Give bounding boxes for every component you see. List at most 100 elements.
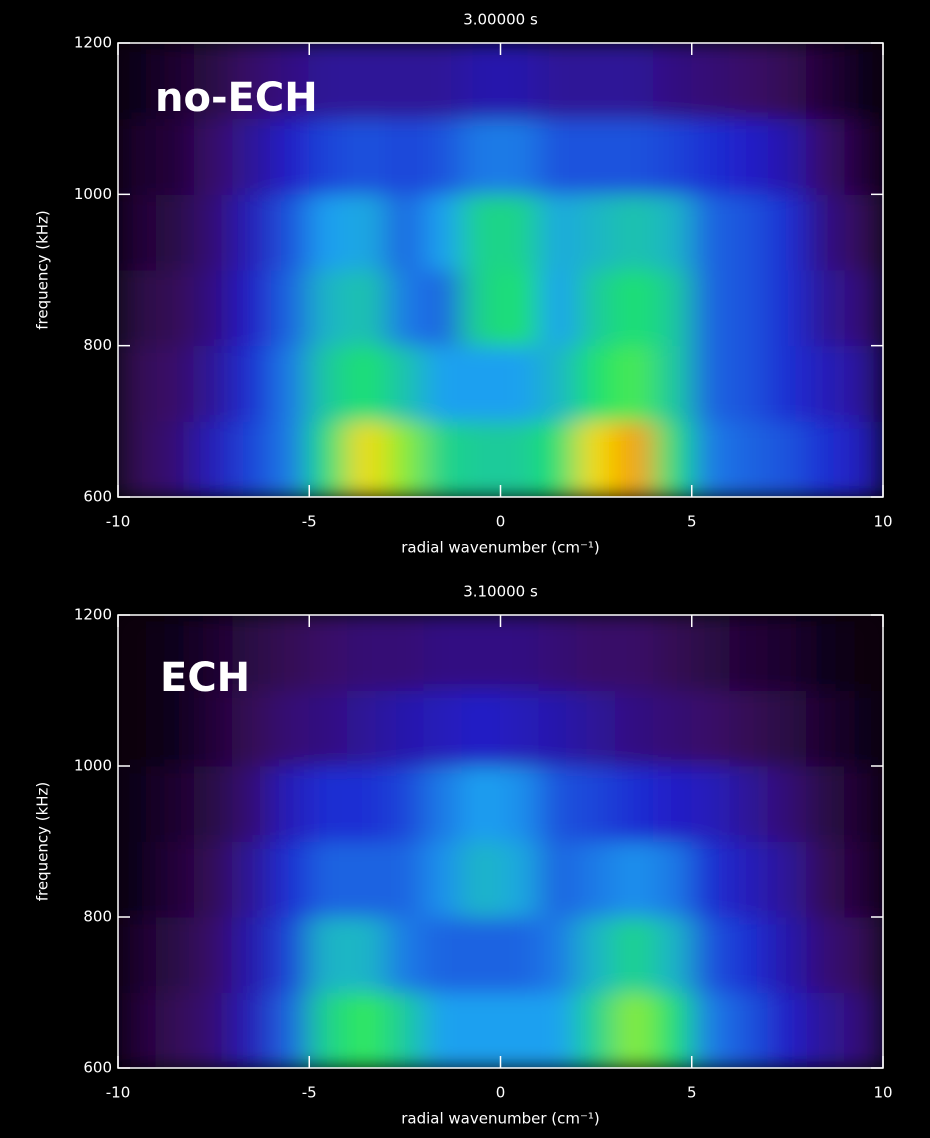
heatmap-cell — [423, 118, 463, 195]
heatmap-cell — [385, 615, 425, 691]
heatmap-cell — [118, 345, 157, 422]
heatmap-cell — [270, 916, 310, 993]
heatmap-cell — [500, 992, 540, 1068]
heatmap-cell — [844, 118, 883, 195]
heatmap-cell — [576, 690, 616, 767]
heatmap-cell — [385, 841, 425, 918]
heatmap-cell — [347, 690, 387, 767]
heatmap-cell — [767, 841, 807, 918]
heatmap-cell — [347, 118, 387, 195]
heatmap-cell — [844, 916, 883, 993]
heatmap-cell — [576, 420, 616, 497]
heatmap-cell — [232, 765, 272, 842]
heatmap-cell — [308, 118, 348, 195]
heatmap-cell — [232, 420, 272, 497]
heatmap-cell — [118, 193, 157, 271]
heatmap-cell — [155, 916, 195, 993]
heatmap-cell — [155, 765, 195, 842]
heatmap-cell — [308, 420, 348, 497]
heatmap-cell — [729, 992, 769, 1068]
heatmap-cell — [423, 269, 463, 347]
heatmap-cell — [538, 118, 578, 195]
heatmap-cell — [423, 193, 463, 271]
y-tick-label: 800 — [83, 908, 112, 926]
heatmap-cell — [118, 690, 157, 767]
heatmap-cell — [385, 193, 425, 271]
heatmap-cell — [308, 841, 348, 918]
annotation: no-ECH — [155, 75, 318, 121]
heatmap-cell — [576, 269, 616, 347]
heatmap-cell — [461, 420, 501, 497]
heatmap-cell — [767, 690, 807, 767]
heatmap-cell — [614, 345, 654, 422]
heatmap-cell — [385, 765, 425, 842]
heatmap-cell — [729, 193, 769, 271]
heatmap-cell — [500, 345, 540, 422]
heatmap-cell — [232, 269, 272, 347]
heatmap-cell — [461, 43, 501, 120]
heatmap — [118, 43, 883, 497]
heatmap-cell — [270, 420, 310, 497]
heatmap-cell — [308, 765, 348, 842]
heatmap-cell — [576, 992, 616, 1068]
heatmap-cell — [347, 615, 387, 691]
heatmap-cell — [500, 690, 540, 767]
heatmap-cell — [461, 615, 501, 691]
heatmap-cell — [691, 269, 731, 347]
heatmap-cell — [155, 992, 195, 1068]
heatmap-cell — [423, 690, 463, 767]
heatmap-cell — [155, 345, 195, 422]
heatmap-cell — [844, 420, 883, 497]
heatmap-cell — [423, 841, 463, 918]
heatmap-cell — [576, 916, 616, 993]
x-tick-label: -5 — [302, 513, 317, 531]
heatmap-cell — [653, 118, 693, 195]
heatmap-cell — [461, 992, 501, 1068]
heatmap-cell — [614, 765, 654, 842]
heatmap-cell — [844, 841, 883, 918]
heatmap-cell — [576, 765, 616, 842]
heatmap-cell — [653, 992, 693, 1068]
heatmap-cell — [308, 992, 348, 1068]
heatmap-cell — [194, 916, 234, 993]
heatmap-cell — [194, 420, 234, 497]
heatmap-cell — [423, 420, 463, 497]
heatmap-cell — [232, 992, 272, 1068]
heatmap-cell — [729, 841, 769, 918]
heatmap-cell — [729, 916, 769, 993]
y-tick-label: 1200 — [74, 34, 112, 52]
heatmap-cell — [538, 345, 578, 422]
heatmap-cell — [194, 193, 234, 271]
heatmap-cell — [270, 43, 310, 120]
heatmap-cell — [844, 690, 883, 767]
heatmap-cell — [729, 420, 769, 497]
heatmap-cell — [155, 43, 195, 120]
heatmap-cell — [270, 992, 310, 1068]
heatmap-cell — [500, 269, 540, 347]
heatmap-cell — [538, 765, 578, 842]
heatmap-cell — [767, 916, 807, 993]
annotation: ECH — [160, 655, 250, 701]
heatmap-cell — [155, 269, 195, 347]
heatmap-cell — [118, 992, 157, 1068]
heatmap-cell — [461, 765, 501, 842]
heatmap-cell — [270, 765, 310, 842]
plot-area — [118, 43, 883, 497]
heatmap-cell — [767, 269, 807, 347]
heatmap-cell — [500, 193, 540, 271]
heatmap-cell — [347, 269, 387, 347]
heatmap-cell — [461, 269, 501, 347]
heatmap-cell — [691, 118, 731, 195]
heatmap-cell — [500, 118, 540, 195]
heatmap-cell — [270, 193, 310, 271]
heatmap-cell — [844, 765, 883, 842]
heatmap-cell — [538, 916, 578, 993]
heatmap-cell — [308, 916, 348, 993]
heatmap-cell — [194, 992, 234, 1068]
heatmap-cell — [844, 193, 883, 271]
heatmap-cell — [576, 43, 616, 120]
heatmap-cell — [767, 345, 807, 422]
heatmap-cell — [691, 193, 731, 271]
heatmap-cell — [347, 43, 387, 120]
heatmap-cell — [614, 43, 654, 120]
